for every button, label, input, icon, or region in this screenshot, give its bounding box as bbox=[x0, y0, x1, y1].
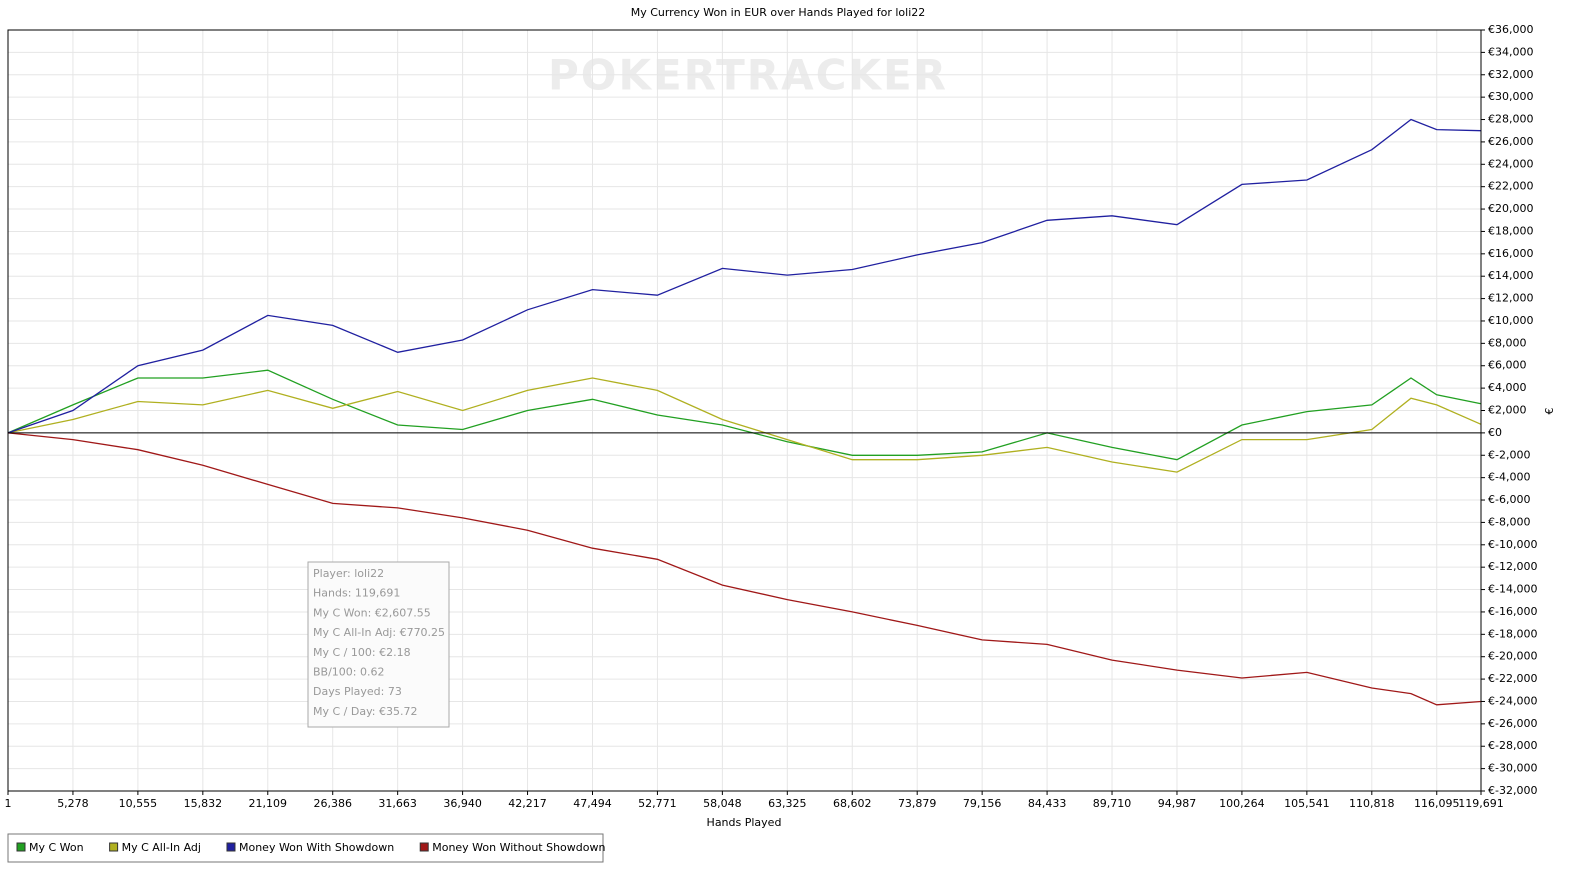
y-tick-label: €-22,000 bbox=[1488, 672, 1537, 685]
tooltip-line: Days Played: 73 bbox=[313, 685, 402, 698]
x-tick-label: 5,278 bbox=[57, 797, 89, 810]
y-tick-label: €-24,000 bbox=[1488, 694, 1537, 707]
y-tick-label: €4,000 bbox=[1488, 381, 1527, 394]
legend-swatch bbox=[109, 842, 119, 852]
x-tick-label: 63,325 bbox=[768, 797, 807, 810]
y-tick-label: €-10,000 bbox=[1488, 538, 1537, 551]
tooltip-box bbox=[307, 561, 450, 728]
legend-label: My C Won bbox=[29, 841, 84, 854]
x-tick-label: 68,602 bbox=[833, 797, 872, 810]
x-tick-label: 79,156 bbox=[963, 797, 1002, 810]
x-tick-label: 26,386 bbox=[313, 797, 352, 810]
y-tick-label: €2,000 bbox=[1488, 404, 1527, 417]
legend-box bbox=[7, 833, 604, 863]
x-tick-label: 73,879 bbox=[898, 797, 937, 810]
x-tick-label: 15,832 bbox=[184, 797, 223, 810]
y-tick-label: €26,000 bbox=[1488, 135, 1534, 148]
legend-label: Money Won With Showdown bbox=[239, 841, 394, 854]
tooltip-line: My C / 100: €2.18 bbox=[313, 646, 411, 659]
y-axis-label: € bbox=[1543, 408, 1556, 415]
x-tick-label: 84,433 bbox=[1028, 797, 1067, 810]
tooltip: Player: loli22 Hands: 119,691 My C Won: €2… bbox=[307, 561, 450, 728]
tooltip-line: Player: loli22 bbox=[313, 567, 384, 580]
tooltip-line: My C / Day: €35.72 bbox=[313, 705, 418, 718]
legend-swatch bbox=[16, 842, 26, 852]
y-tick-label: €10,000 bbox=[1488, 314, 1534, 327]
y-tick-label: €6,000 bbox=[1488, 359, 1527, 372]
plot-border bbox=[7, 29, 1482, 792]
y-tick-label: €-28,000 bbox=[1488, 739, 1537, 752]
y-tick-label: €-20,000 bbox=[1488, 650, 1537, 663]
tooltip-line: My C Won: €2,607.55 bbox=[313, 606, 431, 619]
tooltip-line: My C All-In Adj: €770.25 bbox=[313, 626, 445, 639]
x-tick-label: 116,095 bbox=[1414, 797, 1460, 810]
y-tick-label: €14,000 bbox=[1488, 269, 1534, 282]
x-tick-label: 100,264 bbox=[1219, 797, 1265, 810]
y-tick-label: €-32,000 bbox=[1488, 784, 1537, 797]
y-tick-label: €22,000 bbox=[1488, 180, 1534, 193]
y-tick-label: €12,000 bbox=[1488, 292, 1534, 305]
y-tick-label: €20,000 bbox=[1488, 202, 1534, 215]
y-tick-label: €28,000 bbox=[1488, 113, 1534, 126]
y-tick-label: €16,000 bbox=[1488, 247, 1534, 260]
tooltip-line: BB/100: 0.62 bbox=[313, 666, 385, 679]
series-line bbox=[7, 377, 1482, 473]
series-line bbox=[7, 369, 1482, 461]
x-tick-label: 1 bbox=[5, 797, 12, 810]
x-tick-label: 10,555 bbox=[119, 797, 158, 810]
x-axis-label: Hands Played bbox=[707, 816, 782, 829]
x-tick-label: 47,494 bbox=[573, 797, 612, 810]
y-tick-label: €-12,000 bbox=[1488, 560, 1537, 573]
legend-swatch bbox=[419, 842, 429, 852]
y-tick-label: €-8,000 bbox=[1488, 515, 1530, 528]
chart-title: My Currency Won in EUR over Hands Played… bbox=[631, 6, 926, 19]
y-tick-label: €-6,000 bbox=[1488, 493, 1530, 506]
x-tick-label: 105,541 bbox=[1284, 797, 1330, 810]
tooltip-line: Hands: 119,691 bbox=[313, 587, 400, 600]
y-tick-label: €36,000 bbox=[1488, 23, 1534, 36]
y-tick-label: €18,000 bbox=[1488, 224, 1534, 237]
y-tick-label: €-14,000 bbox=[1488, 583, 1537, 596]
y-tick-label: €-30,000 bbox=[1488, 762, 1537, 775]
x-tick-label: 89,710 bbox=[1093, 797, 1132, 810]
legend-swatch bbox=[226, 842, 236, 852]
x-tick-label: 31,663 bbox=[378, 797, 417, 810]
y-tick-label: €24,000 bbox=[1488, 157, 1534, 170]
y-tick-label: €34,000 bbox=[1488, 45, 1534, 58]
y-tick-label: €30,000 bbox=[1488, 90, 1534, 103]
x-tick-label: 110,818 bbox=[1349, 797, 1395, 810]
y-tick-label: €8,000 bbox=[1488, 336, 1527, 349]
x-tick-label: 58,048 bbox=[703, 797, 742, 810]
x-tick-label: 94,987 bbox=[1158, 797, 1197, 810]
x-tick-label: 36,940 bbox=[443, 797, 482, 810]
legend-label: Money Won Without Showdown bbox=[432, 841, 605, 854]
series-line bbox=[7, 118, 1482, 434]
y-tick-label: €-4,000 bbox=[1488, 471, 1530, 484]
x-tick-label: 42,217 bbox=[508, 797, 547, 810]
y-tick-label: €-16,000 bbox=[1488, 605, 1537, 618]
series-line bbox=[7, 432, 1482, 706]
y-tick-label: €-2,000 bbox=[1488, 448, 1530, 461]
y-tick-label: €0 bbox=[1488, 426, 1502, 439]
y-tick-label: €-18,000 bbox=[1488, 627, 1537, 640]
x-tick-label: 21,109 bbox=[249, 797, 288, 810]
y-tick-label: €-26,000 bbox=[1488, 717, 1537, 730]
legend-label: My C All-In Adj bbox=[122, 841, 201, 854]
y-tick-label: €32,000 bbox=[1488, 68, 1534, 81]
x-tick-label: 52,771 bbox=[638, 797, 677, 810]
x-tick-label: 119,691 bbox=[1458, 797, 1504, 810]
